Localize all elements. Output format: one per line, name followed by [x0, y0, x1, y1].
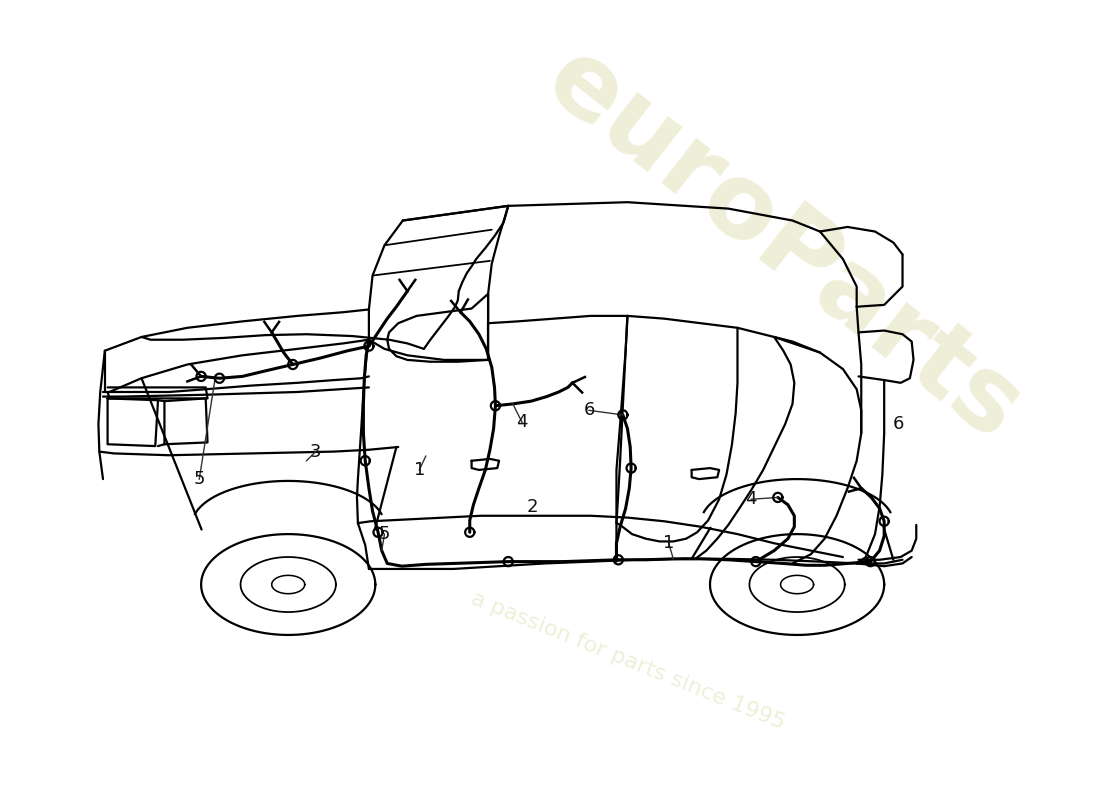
- Text: 6: 6: [892, 415, 903, 433]
- Text: 4: 4: [746, 490, 757, 508]
- Text: a passion for parts since 1995: a passion for parts since 1995: [468, 588, 788, 733]
- Text: 1: 1: [663, 534, 674, 552]
- Text: 5: 5: [194, 470, 205, 488]
- Text: 3: 3: [310, 442, 321, 461]
- Text: 2: 2: [527, 498, 538, 515]
- Text: 1: 1: [414, 461, 425, 479]
- Text: 6: 6: [583, 402, 595, 419]
- Text: 5: 5: [378, 525, 390, 543]
- Text: euroParts: euroParts: [526, 29, 1041, 462]
- Text: 4: 4: [516, 414, 528, 431]
